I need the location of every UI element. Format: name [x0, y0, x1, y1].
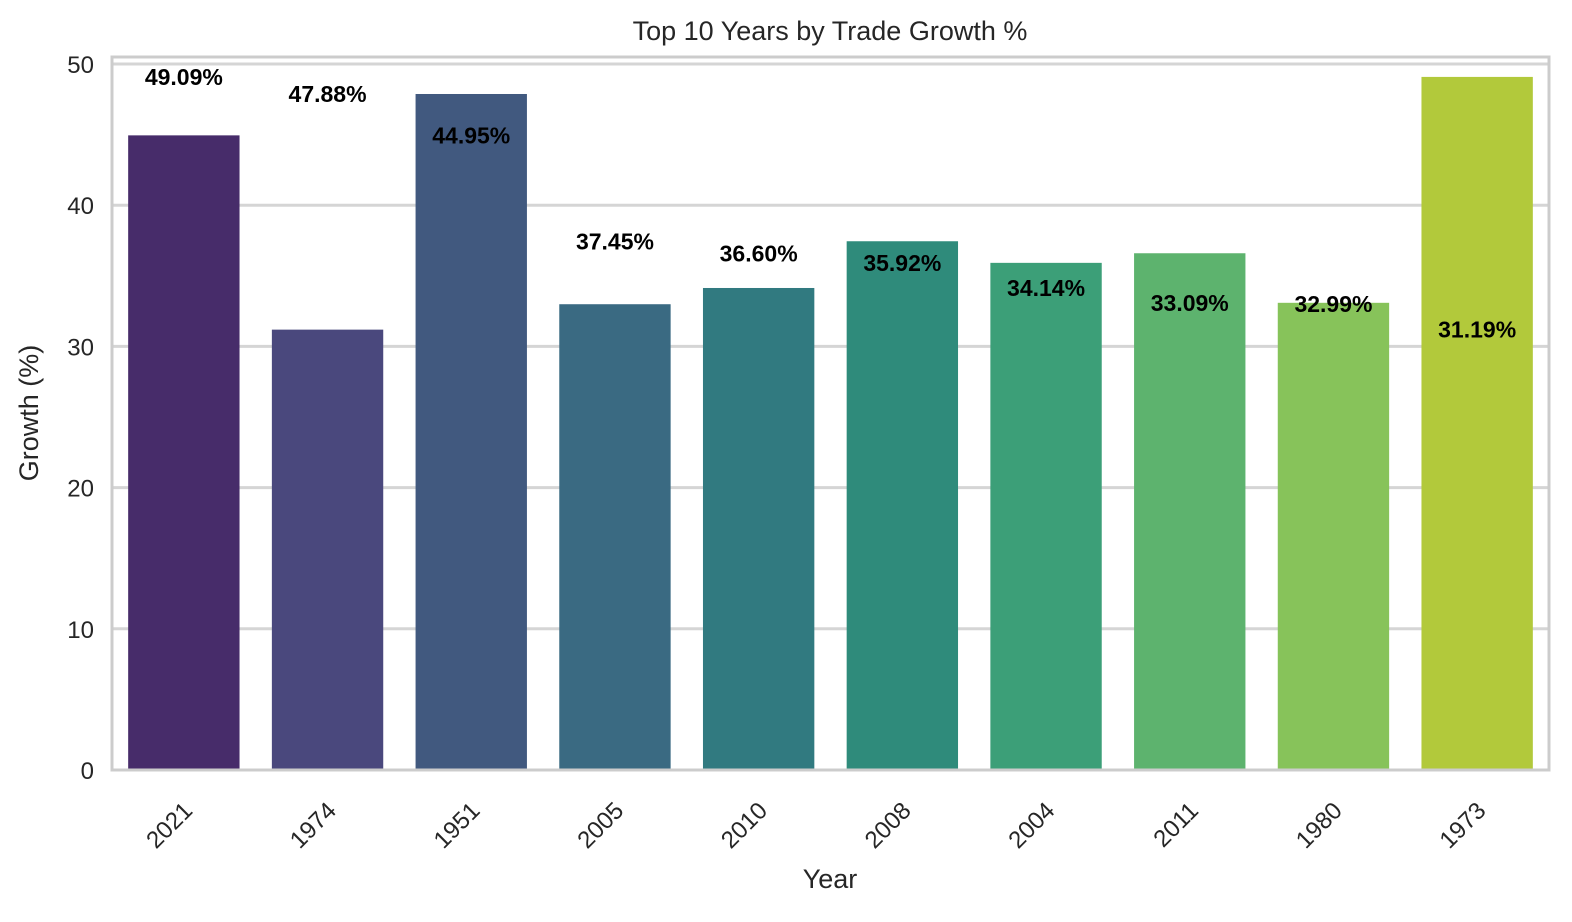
x-tick-label: 2010: [716, 797, 773, 854]
x-tick-label: 1973: [1435, 797, 1492, 854]
y-tick-labels: 0 10 20 30 40 50: [67, 52, 94, 785]
chart-title: Top 10 Years by Trade Growth %: [633, 16, 1028, 46]
x-tick-label: 2011: [1148, 797, 1204, 853]
bar-2010: [702, 287, 815, 770]
x-tick-label: 1974: [285, 797, 342, 854]
y-tick-label: 20: [67, 476, 94, 503]
x-tick-label: 2021: [141, 797, 198, 854]
bars: [128, 76, 1533, 771]
bar-2021: [128, 135, 240, 771]
bar-2011: [1134, 253, 1246, 771]
y-tick-label: 40: [67, 193, 94, 220]
y-tick-label: 50: [67, 52, 94, 79]
plot-frame: [110, 55, 1551, 772]
y-tick-label: 30: [67, 334, 94, 361]
y-axis-label: Growth (%): [14, 345, 44, 482]
x-axis-label: Year: [803, 864, 858, 894]
bar-2004: [990, 262, 1102, 770]
bar-2005: [559, 304, 671, 770]
bar-1973: [1421, 76, 1533, 770]
data-labels: 49.09% 47.88% 44.95% 37.45% 36.60% 35.92% 34.1…: [145, 64, 1516, 343]
data-label: 37.45%: [576, 228, 654, 254]
x-tick-labels: 2021 1974 1951 2005 2010 2008 2004 2011 1980 1973: [141, 797, 1491, 854]
x-tick-label: 2005: [572, 797, 629, 854]
bar-1980: [1277, 302, 1390, 770]
x-tick-label: 2008: [860, 797, 917, 854]
data-label: 47.88%: [289, 81, 367, 107]
data-label: 31.19%: [1438, 317, 1516, 343]
x-tick-label: 2004: [1003, 797, 1060, 854]
bar-1974: [271, 329, 384, 770]
x-tick-label: 1980: [1291, 797, 1348, 854]
y-tick-label: 0: [81, 758, 94, 785]
data-label: 33.09%: [1151, 290, 1229, 316]
data-label: 36.60%: [720, 240, 798, 266]
data-label: 35.92%: [863, 250, 941, 276]
data-label: 32.99%: [1294, 291, 1372, 317]
bar-1951: [415, 93, 527, 771]
x-tick-label: 1951: [429, 797, 486, 854]
data-label: 49.09%: [145, 64, 223, 90]
y-tick-label: 10: [67, 617, 94, 644]
data-label: 34.14%: [1007, 275, 1085, 301]
data-label: 44.95%: [432, 122, 510, 148]
bar-2008: [846, 241, 959, 770]
